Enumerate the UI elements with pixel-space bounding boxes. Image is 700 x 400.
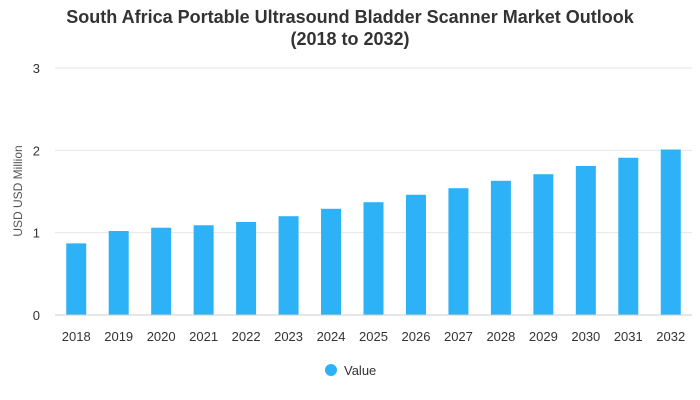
x-tick-label: 2020 (147, 329, 176, 344)
x-tick-label: 2022 (232, 329, 261, 344)
bar-2029[interactable] (533, 174, 554, 315)
x-tick-label: 2024 (317, 329, 346, 344)
x-tick-label: 2025 (359, 329, 388, 344)
bar-2027[interactable] (448, 188, 469, 315)
x-tick-label: 2026 (402, 329, 431, 344)
x-tick-label: 2021 (189, 329, 218, 344)
x-tick-label: 2031 (614, 329, 643, 344)
x-tick-label: 2018 (62, 329, 91, 344)
x-tick-label: 2019 (104, 329, 133, 344)
x-axis-ticks: 2018 2019 2020 2021 2022 2023 2024 2025 2026 2027… (62, 329, 685, 344)
x-tick-label: 2030 (571, 329, 600, 344)
chart-title-line-2: (2018 to 2032) (290, 29, 410, 49)
x-tick-label: 2023 (274, 329, 303, 344)
x-tick-label: 2027 (444, 329, 473, 344)
bar-2032[interactable] (660, 149, 681, 315)
legend-label-value[interactable]: Value (344, 363, 376, 378)
x-tick-label: 2029 (529, 329, 558, 344)
y-axis-ticks: 0 1 2 3 (33, 61, 40, 323)
y-axis-title: USD USD Million (11, 145, 25, 236)
y-tick-label: 0 (33, 308, 40, 323)
bar-2024[interactable] (321, 208, 342, 315)
bar-2030[interactable] (575, 165, 596, 315)
bar-2019[interactable] (108, 231, 129, 315)
y-tick-label: 2 (33, 143, 40, 158)
chart-title: South Africa Portable Ultrasound Bladder… (0, 6, 700, 50)
chart-title-line-1: South Africa Portable Ultrasound Bladder… (66, 7, 634, 27)
y-tick-label: 1 (33, 226, 40, 241)
legend-marker-value[interactable] (325, 364, 337, 376)
bar-2025[interactable] (363, 202, 384, 315)
bar-2031[interactable] (618, 157, 639, 315)
legend: Value (325, 363, 376, 378)
bar-2018[interactable] (66, 243, 87, 315)
bar-2021[interactable] (193, 225, 214, 315)
bar-2023[interactable] (278, 216, 299, 315)
x-tick-label: 2032 (656, 329, 685, 344)
y-tick-label: 3 (33, 61, 40, 76)
bars (66, 149, 681, 315)
bar-2026[interactable] (405, 194, 426, 315)
bar-2028[interactable] (490, 180, 511, 315)
bar-2020[interactable] (151, 227, 172, 315)
x-tick-label: 2028 (486, 329, 515, 344)
bar-2022[interactable] (236, 221, 257, 315)
